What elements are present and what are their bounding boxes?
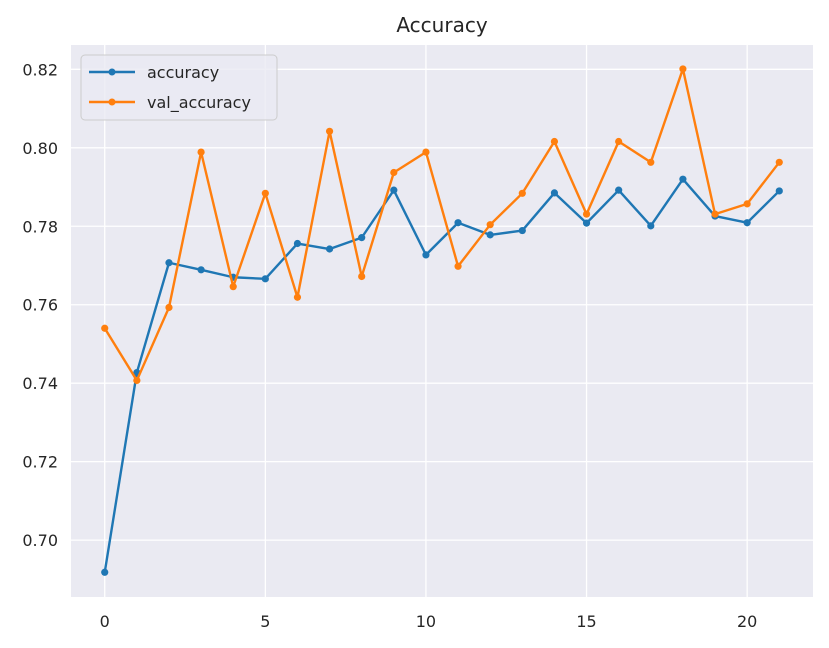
x-tick-label: 0 bbox=[100, 612, 110, 631]
data-point-accuracy bbox=[550, 189, 559, 197]
data-point-accuracy bbox=[615, 186, 623, 194]
data-point-val-accuracy bbox=[486, 221, 494, 229]
data-point-accuracy bbox=[101, 568, 109, 576]
data-point-accuracy bbox=[293, 239, 302, 248]
y-tick-label: 0.82 bbox=[22, 60, 58, 79]
legend-label-val-accuracy: val_accuracy bbox=[147, 93, 251, 113]
data-point-accuracy bbox=[518, 226, 526, 235]
y-tick-label: 0.76 bbox=[22, 296, 58, 315]
data-point-accuracy bbox=[422, 251, 430, 259]
x-tick-label: 15 bbox=[576, 612, 596, 631]
data-point-val-accuracy bbox=[165, 303, 173, 312]
data-point-val-accuracy bbox=[647, 158, 655, 166]
data-point-accuracy bbox=[325, 245, 334, 253]
data-point-accuracy bbox=[261, 275, 269, 283]
data-point-val-accuracy bbox=[518, 189, 526, 197]
data-point-accuracy bbox=[454, 219, 462, 227]
data-point-val-accuracy bbox=[550, 137, 559, 146]
series-line-accuracy bbox=[103, 177, 781, 573]
data-point-val-accuracy bbox=[229, 283, 237, 291]
data-point-val-accuracy bbox=[325, 127, 334, 135]
data-point-val-accuracy bbox=[743, 200, 751, 208]
tick-labels: 0 5 10 15 20 0.70 0.72 0.74 0.76 0.78 0.80 0.82 bbox=[22, 60, 757, 631]
x-tick-label: 10 bbox=[416, 612, 436, 631]
y-tick-label: 0.72 bbox=[22, 453, 58, 472]
data-point-accuracy bbox=[582, 219, 591, 227]
data-point-val-accuracy bbox=[422, 148, 430, 156]
data-point-accuracy bbox=[390, 186, 398, 194]
x-tick-label: 20 bbox=[737, 612, 757, 631]
y-tick-label: 0.80 bbox=[22, 139, 58, 158]
legend-marker-val-accuracy bbox=[108, 98, 116, 106]
data-point-accuracy bbox=[775, 187, 783, 195]
legend-label-accuracy: accuracy bbox=[147, 63, 219, 82]
data-point-val-accuracy bbox=[197, 148, 205, 156]
data-point-val-accuracy bbox=[775, 158, 783, 166]
plot-area bbox=[71, 45, 813, 597]
data-point-val-accuracy bbox=[101, 324, 109, 332]
data-point-val-accuracy bbox=[454, 262, 462, 270]
data-point-val-accuracy bbox=[582, 210, 591, 218]
data-point-val-accuracy bbox=[615, 137, 623, 146]
data-point-val-accuracy bbox=[679, 65, 687, 73]
series-line-val-accuracy bbox=[103, 67, 781, 382]
data-point-val-accuracy bbox=[711, 210, 719, 218]
data-point-accuracy bbox=[647, 222, 655, 230]
data-point-val-accuracy bbox=[358, 272, 366, 281]
legend-marker-accuracy bbox=[108, 68, 116, 76]
chart-title: Accuracy bbox=[396, 13, 487, 37]
data-point-val-accuracy bbox=[390, 168, 398, 177]
data-point-accuracy bbox=[679, 175, 687, 183]
data-point-val-accuracy bbox=[261, 189, 269, 197]
legend: accuracy val_accuracy bbox=[80, 54, 278, 121]
data-point-accuracy bbox=[486, 231, 494, 239]
x-tick-label: 5 bbox=[260, 612, 270, 631]
data-point-accuracy bbox=[743, 219, 751, 227]
data-point-val-accuracy bbox=[293, 293, 302, 301]
y-tick-label: 0.78 bbox=[22, 217, 58, 236]
data-point-val-accuracy bbox=[133, 376, 141, 385]
y-tick-label: 0.74 bbox=[22, 374, 58, 393]
y-tick-label: 0.70 bbox=[22, 531, 58, 550]
series-group bbox=[101, 65, 783, 576]
data-point-accuracy bbox=[165, 259, 173, 267]
data-point-accuracy bbox=[358, 234, 366, 242]
data-point-accuracy bbox=[197, 266, 205, 274]
